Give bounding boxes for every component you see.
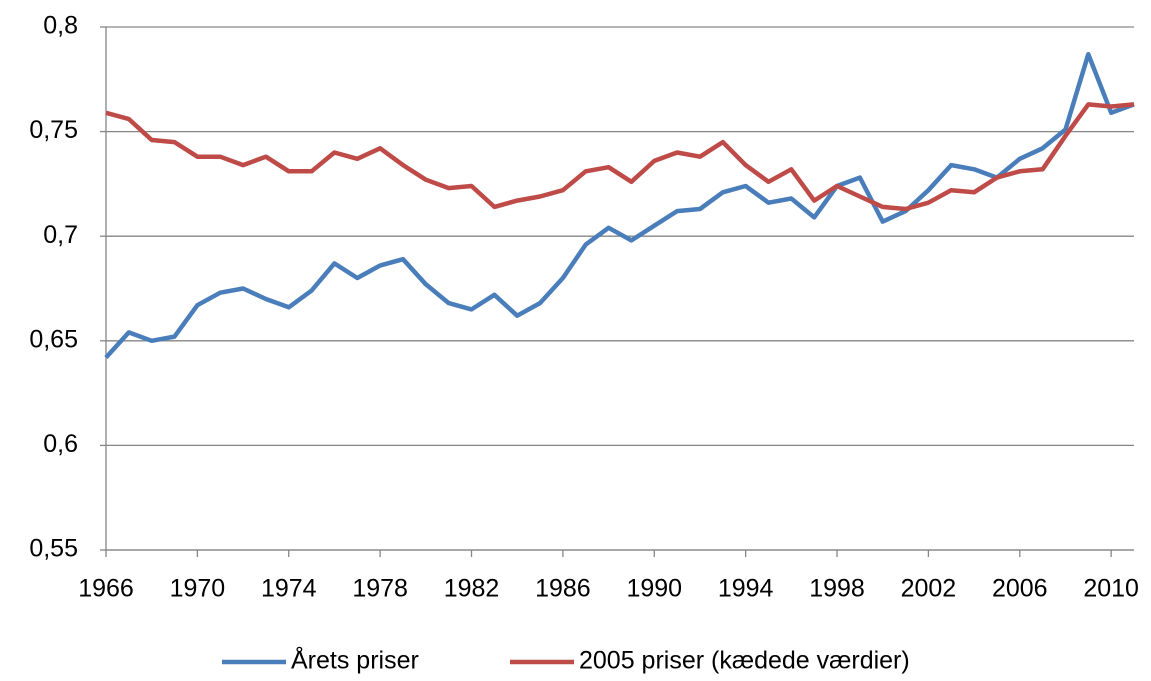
y-tick-label: 0,55	[29, 535, 78, 563]
y-tick-label: 0,7	[43, 221, 78, 249]
x-tick-label: 1994	[718, 575, 774, 603]
y-tick-label: 0,65	[29, 325, 78, 353]
legend-label: 2005 priser (kædede værdier)	[579, 647, 910, 675]
x-tick-label: 1990	[626, 575, 682, 603]
x-tick-label: 1970	[170, 575, 226, 603]
x-tick-label: 1986	[535, 575, 591, 603]
x-tick-label: 1978	[352, 575, 408, 603]
x-tick-label: 2002	[901, 575, 957, 603]
x-tick-label: 1998	[809, 575, 865, 603]
y-tick-label: 0,6	[43, 430, 78, 458]
series-line	[105, 102, 1135, 212]
legend-label: Årets priser	[291, 645, 419, 675]
x-tick-label: 1974	[261, 575, 317, 603]
y-tick-label: 0,75	[29, 116, 78, 144]
x-tick-label: 1982	[444, 575, 500, 603]
x-tick-label: 2010	[1083, 575, 1139, 603]
x-tick-label: 1966	[78, 575, 134, 603]
x-tick-label: 2006	[992, 575, 1048, 603]
series-line	[104, 51, 1135, 360]
y-tick-label: 0,8	[43, 12, 78, 40]
